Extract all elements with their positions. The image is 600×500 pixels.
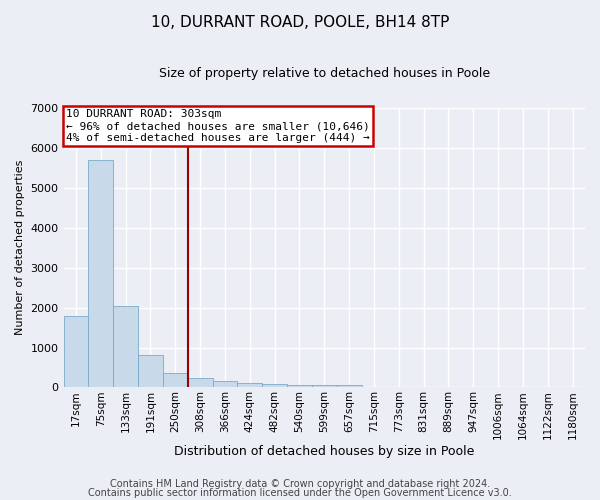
Text: Contains public sector information licensed under the Open Government Licence v3: Contains public sector information licen…: [88, 488, 512, 498]
X-axis label: Distribution of detached houses by size in Poole: Distribution of detached houses by size …: [174, 444, 475, 458]
Bar: [138, 356, 163, 388]
Bar: [88, 160, 113, 388]
Bar: [163, 372, 188, 388]
Text: 10, DURRANT ROAD, POOLE, BH14 8TP: 10, DURRANT ROAD, POOLE, BH14 8TP: [151, 15, 449, 30]
Bar: [64, 316, 88, 388]
Bar: [212, 381, 238, 388]
Title: Size of property relative to detached houses in Poole: Size of property relative to detached ho…: [159, 68, 490, 80]
Bar: [238, 384, 262, 388]
Bar: [312, 386, 337, 388]
Bar: [337, 385, 362, 388]
Bar: [262, 384, 287, 388]
Bar: [188, 378, 212, 388]
Bar: [287, 385, 312, 388]
Bar: [113, 306, 138, 388]
Text: 10 DURRANT ROAD: 303sqm
← 96% of detached houses are smaller (10,646)
4% of semi: 10 DURRANT ROAD: 303sqm ← 96% of detache…: [66, 110, 370, 142]
Text: Contains HM Land Registry data © Crown copyright and database right 2024.: Contains HM Land Registry data © Crown c…: [110, 479, 490, 489]
Y-axis label: Number of detached properties: Number of detached properties: [15, 160, 25, 336]
